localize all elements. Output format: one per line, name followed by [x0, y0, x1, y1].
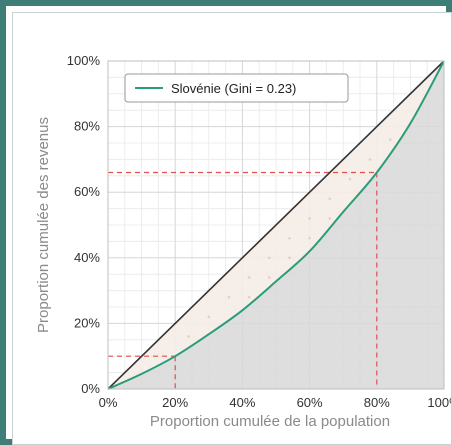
- plot-border: [107, 60, 445, 390]
- gini-dot: [368, 158, 372, 161]
- x-tick-label: 100%: [427, 395, 451, 410]
- x-axis-title: Proportion cumulée de la population: [150, 413, 390, 430]
- lorenz-chart: 0% 20% 40% 60% 80% 100% 0% 20% 40% 60% 80% 100% Prop…: [35, 53, 451, 430]
- gini-dot: [288, 236, 291, 240]
- gini-dot: [247, 276, 251, 279]
- chart-panel: 0% 20% 40% 60% 80% 100% 0% 20% 40% 60% 80% 100% Prop…: [12, 12, 452, 445]
- gini-dot: [348, 177, 352, 181]
- x-tick-label: 20%: [162, 395, 188, 410]
- equality-line: [107, 60, 445, 390]
- y-tick-label: 40%: [74, 250, 100, 265]
- gini-dot: [288, 256, 291, 260]
- gini-dot: [267, 256, 271, 260]
- y-tick-label: 0%: [81, 381, 100, 396]
- gini-dot: [267, 276, 271, 279]
- gini-dots: [187, 138, 392, 338]
- area-under-curve: [108, 61, 444, 389]
- gini-dot: [328, 217, 332, 220]
- gini-dot: [328, 197, 332, 201]
- y-tick-label: 20%: [74, 315, 100, 330]
- y-tick-label: 100%: [67, 53, 101, 68]
- legend: Slovénie (Gini = 0.23): [124, 73, 349, 103]
- gini-dot: [388, 138, 392, 142]
- gini-dot: [308, 236, 311, 240]
- x-tick-label: 80%: [364, 395, 390, 410]
- x-tick-label: 0%: [99, 395, 118, 410]
- gini-dot: [187, 335, 190, 338]
- gini-dot: [227, 295, 231, 299]
- lorenz-curve: [107, 60, 445, 390]
- gini-dot: [308, 217, 311, 220]
- legend-box: [124, 73, 349, 103]
- gini-dot: [207, 315, 211, 319]
- legend-label: Slovénie (Gini = 0.23): [171, 81, 296, 96]
- y-tick-label: 80%: [74, 119, 100, 134]
- y-axis-title: Proportion cumulée des revenus: [35, 117, 52, 333]
- x-tick-label: 40%: [229, 395, 255, 410]
- y-tick-label: 60%: [74, 184, 100, 199]
- x-tick-label: 60%: [297, 395, 323, 410]
- gini-dot: [247, 295, 251, 299]
